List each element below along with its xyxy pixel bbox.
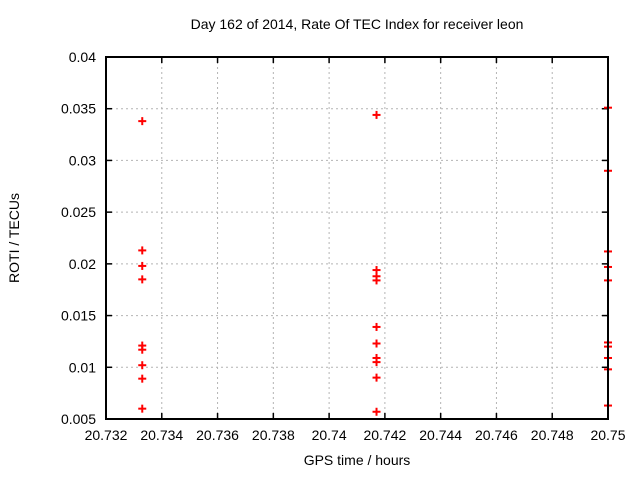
data-point-marker — [138, 345, 147, 354]
data-point-marker — [138, 246, 147, 255]
y-tick-label: 0.04 — [69, 49, 96, 65]
data-point-marker — [138, 361, 147, 370]
x-tick-label: 20.75 — [590, 427, 625, 443]
x-tick-label: 20.74 — [312, 427, 347, 443]
x-tick-label: 20.734 — [140, 427, 183, 443]
data-point-marker — [372, 407, 381, 416]
y-tick-label: 0.005 — [61, 411, 96, 427]
data-point-marker — [372, 110, 381, 119]
chart-title: Day 162 of 2014, Rate Of TEC Index for r… — [190, 16, 524, 32]
x-axis-label: GPS time / hours — [303, 452, 411, 468]
data-point-marker — [138, 275, 147, 284]
data-point-marker — [138, 404, 147, 413]
x-tick-label: 20.746 — [475, 427, 518, 443]
y-tick-label: 0.01 — [69, 359, 96, 375]
data-point-marker — [372, 358, 381, 367]
x-tick-label: 20.744 — [419, 427, 462, 443]
data-point-marker — [138, 374, 147, 383]
data-point-marker — [372, 322, 381, 331]
x-tick-label: 20.732 — [85, 427, 128, 443]
y-tick-label: 0.015 — [61, 308, 96, 324]
x-tick-label: 20.742 — [363, 427, 406, 443]
x-tick-label: 20.748 — [531, 427, 574, 443]
y-tick-label: 0.035 — [61, 101, 96, 117]
x-tick-label: 20.736 — [196, 427, 239, 443]
data-point-marker — [372, 373, 381, 382]
plot-border — [105, 56, 609, 420]
data-point-marker — [138, 261, 147, 270]
x-tick-label: 20.738 — [252, 427, 295, 443]
y-tick-label: 0.03 — [69, 152, 96, 168]
y-tick-label: 0.025 — [61, 204, 96, 220]
data-point-marker — [138, 117, 147, 126]
y-tick-label: 0.02 — [69, 256, 96, 272]
data-point-marker — [372, 276, 381, 285]
data-point-marker — [372, 339, 381, 348]
